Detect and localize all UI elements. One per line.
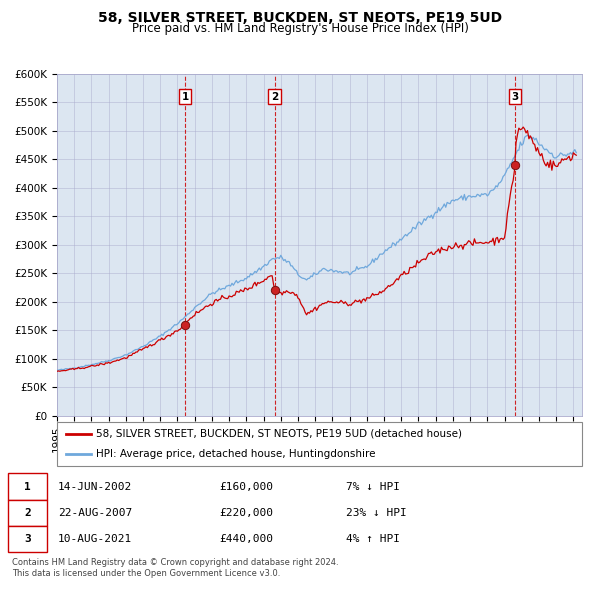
Text: 1: 1 bbox=[24, 481, 31, 491]
FancyBboxPatch shape bbox=[8, 500, 47, 526]
Text: £160,000: £160,000 bbox=[220, 481, 274, 491]
Text: 3: 3 bbox=[24, 533, 31, 543]
Text: 58, SILVER STREET, BUCKDEN, ST NEOTS, PE19 5UD: 58, SILVER STREET, BUCKDEN, ST NEOTS, PE… bbox=[98, 11, 502, 25]
Text: 2: 2 bbox=[271, 91, 278, 101]
FancyBboxPatch shape bbox=[8, 526, 47, 552]
Text: 22-AUG-2007: 22-AUG-2007 bbox=[58, 507, 133, 517]
Text: 2: 2 bbox=[24, 507, 31, 517]
Text: 14-JUN-2002: 14-JUN-2002 bbox=[58, 481, 133, 491]
Text: 58, SILVER STREET, BUCKDEN, ST NEOTS, PE19 5UD (detached house): 58, SILVER STREET, BUCKDEN, ST NEOTS, PE… bbox=[97, 429, 463, 439]
Text: This data is licensed under the Open Government Licence v3.0.: This data is licensed under the Open Gov… bbox=[12, 569, 280, 578]
FancyBboxPatch shape bbox=[57, 422, 582, 466]
Text: 1: 1 bbox=[182, 91, 189, 101]
Text: Contains HM Land Registry data © Crown copyright and database right 2024.: Contains HM Land Registry data © Crown c… bbox=[12, 558, 338, 566]
Text: 7% ↓ HPI: 7% ↓ HPI bbox=[346, 481, 400, 491]
Text: 10-AUG-2021: 10-AUG-2021 bbox=[58, 533, 133, 543]
Text: HPI: Average price, detached house, Huntingdonshire: HPI: Average price, detached house, Hunt… bbox=[97, 449, 376, 459]
Text: 4% ↑ HPI: 4% ↑ HPI bbox=[346, 533, 400, 543]
Text: 23% ↓ HPI: 23% ↓ HPI bbox=[346, 507, 407, 517]
Text: 3: 3 bbox=[511, 91, 518, 101]
Text: Price paid vs. HM Land Registry's House Price Index (HPI): Price paid vs. HM Land Registry's House … bbox=[131, 22, 469, 35]
FancyBboxPatch shape bbox=[8, 474, 47, 500]
Text: £220,000: £220,000 bbox=[220, 507, 274, 517]
Text: £440,000: £440,000 bbox=[220, 533, 274, 543]
